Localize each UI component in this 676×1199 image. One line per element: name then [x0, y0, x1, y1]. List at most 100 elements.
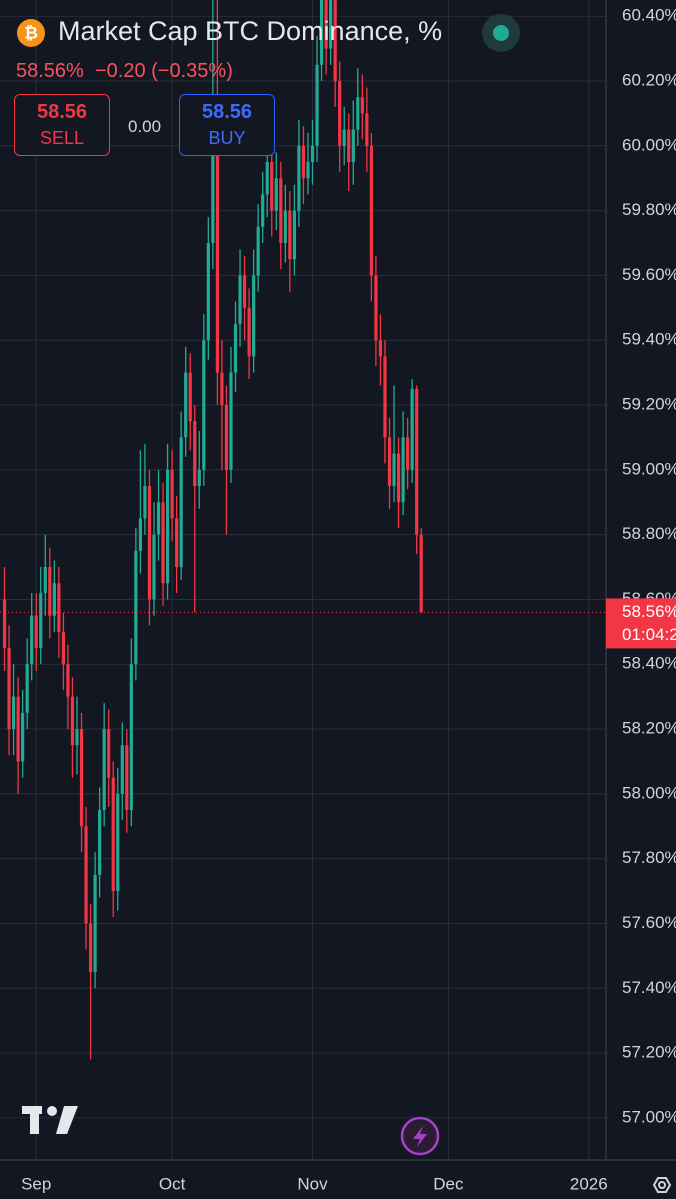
candle-body — [265, 162, 269, 195]
price-tag — [606, 598, 676, 649]
y-tick-label: 60.00% — [622, 135, 676, 154]
candle-body — [378, 340, 383, 357]
candle-body — [21, 712, 25, 762]
candle-body — [301, 145, 306, 179]
candle-body — [197, 469, 201, 487]
y-tick-label: 57.60% — [622, 913, 676, 932]
candle-body — [43, 567, 47, 593]
y-tick-label: 59.80% — [622, 200, 676, 219]
candle-body — [297, 145, 301, 211]
x-tick-label: 2026 — [570, 1174, 608, 1193]
candle-body — [252, 275, 256, 357]
candle-body — [70, 696, 75, 746]
x-tick-label: Nov — [297, 1174, 328, 1193]
candle-body — [25, 664, 29, 713]
candle-body — [34, 615, 38, 649]
tv-logo — [22, 1106, 78, 1134]
candle-body — [2, 599, 7, 649]
buy-button[interactable]: 58.56 BUY — [179, 94, 275, 156]
candle-body — [396, 453, 401, 503]
btc-icon: ₿ — [17, 19, 45, 47]
axes: 57.00% 57.20% 57.40% 57.60% 57.80% 58.00% 58.2… — [21, 6, 676, 1193]
candle-body — [134, 550, 138, 665]
candle-body — [11, 696, 16, 730]
candle-body — [274, 178, 278, 211]
y-tick-label: 59.60% — [622, 265, 676, 284]
candle-body — [93, 874, 97, 973]
buy-label: BUY — [208, 128, 246, 148]
candle-body — [129, 664, 133, 811]
y-tick-label: 59.20% — [622, 395, 676, 414]
candle-body — [261, 194, 265, 227]
candle-body — [324, 0, 328, 49]
x-tick-label: Sep — [21, 1174, 51, 1193]
candle-body — [360, 97, 364, 114]
candle-body — [152, 534, 156, 600]
candle-body — [315, 64, 319, 146]
candle-body — [383, 356, 387, 438]
candle-body — [175, 518, 179, 568]
candle-body — [410, 388, 414, 470]
candle-body — [220, 372, 224, 406]
candle-body — [165, 469, 170, 584]
y-tick-label: 60.20% — [622, 70, 676, 89]
settings-button[interactable] — [652, 1177, 672, 1193]
candle-body — [170, 469, 174, 519]
y-tick-label: 60.40% — [622, 6, 676, 25]
candle-body — [7, 648, 11, 730]
svg-text:₿: ₿ — [24, 23, 38, 42]
candle-body — [415, 388, 419, 535]
status-button[interactable] — [482, 14, 520, 52]
candle-body — [338, 81, 342, 146]
candle-body — [52, 583, 56, 616]
candle-body — [16, 696, 20, 762]
price: 58.56% — [16, 60, 84, 82]
candle-body — [84, 826, 88, 924]
candle-body — [356, 97, 360, 130]
candle-body — [193, 421, 197, 487]
candle-body — [88, 923, 93, 973]
y-tick-label: 57.80% — [622, 848, 676, 867]
candle-body — [98, 810, 102, 875]
candle-body — [111, 777, 115, 892]
candle-body — [329, 0, 333, 49]
candle-body — [288, 210, 292, 260]
candle-body — [79, 729, 84, 827]
candle-body — [224, 405, 229, 470]
candle-body — [374, 275, 378, 341]
candle-body — [30, 615, 34, 665]
candle-body — [39, 592, 43, 649]
change-pct: (−0.35%) — [151, 60, 233, 82]
candle-body — [61, 631, 66, 665]
candle-body — [270, 162, 274, 211]
candle-body — [242, 275, 247, 308]
candle-body — [247, 307, 251, 357]
candle-body — [107, 729, 111, 778]
candle-body — [206, 243, 210, 341]
candle-body — [347, 129, 351, 163]
candle-body — [283, 210, 287, 244]
candle-body — [120, 745, 124, 794]
candle-body — [392, 453, 396, 487]
x-tick-label: Oct — [159, 1174, 186, 1193]
candle-body — [333, 0, 337, 82]
candle-body — [116, 793, 120, 892]
sell-button[interactable]: 58.56 SELL — [14, 94, 110, 156]
y-tick-label: 59.00% — [622, 459, 676, 478]
grid — [0, 0, 606, 1160]
candle-body — [369, 145, 373, 276]
candle-body — [161, 502, 165, 584]
spread: 0.00 — [128, 117, 162, 136]
lightning-button[interactable] — [400, 1116, 440, 1156]
change: −0.20 — [94, 60, 146, 82]
candle-body — [202, 340, 206, 470]
candle-body — [57, 583, 61, 632]
y-tick-label: 58.80% — [622, 524, 676, 543]
candles — [0, 0, 606, 1060]
candle-body — [48, 567, 52, 616]
candle-body — [156, 502, 161, 535]
candle-body — [188, 372, 192, 422]
candle-body — [147, 486, 152, 600]
